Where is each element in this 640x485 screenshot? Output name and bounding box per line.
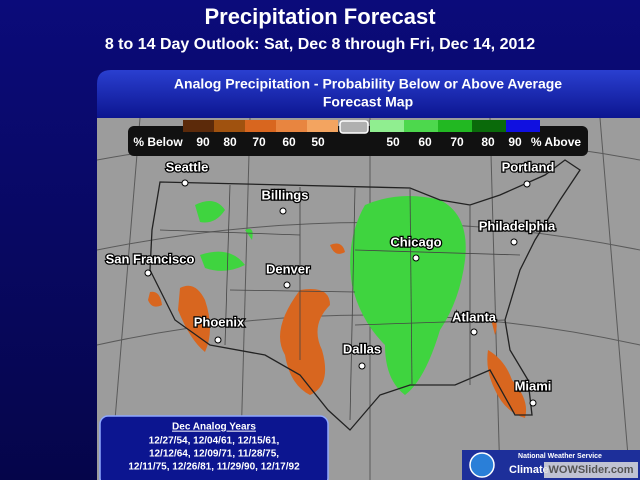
legend-swatches [183, 120, 540, 134]
footer-label: Climate [509, 464, 549, 476]
city-label: Philadelphia [479, 218, 556, 233]
us-outline [149, 159, 581, 431]
watermark-bg [544, 462, 638, 478]
city-label: Denver [266, 261, 310, 276]
city-label: Chicago [390, 234, 441, 249]
state-lines [159, 184, 521, 421]
city-label: Dallas [343, 341, 381, 356]
city-dot [412, 254, 420, 262]
noaa-logo [469, 452, 495, 478]
city-dot [181, 179, 189, 187]
panel-title: Forecast Map [323, 94, 413, 110]
city-dot [214, 336, 222, 344]
legend-tick: 80 [481, 135, 495, 149]
legend-tick: 90 [508, 135, 522, 149]
city-dot [358, 362, 366, 370]
legend-tick: 70 [252, 135, 266, 149]
city-label: Portland [502, 159, 555, 174]
analog-title: Dec Analog Years [172, 422, 256, 433]
watermark: WOWSlider.com [549, 464, 634, 476]
precip-areas [148, 196, 527, 418]
city-label: Billings [262, 187, 309, 202]
footer-agency: National Weather Service [518, 453, 602, 460]
legend-tick: 50 [386, 135, 400, 149]
legend-tick: 90 [196, 135, 210, 149]
city-dot [279, 207, 287, 215]
city-label: Seattle [166, 159, 209, 174]
city-dot [470, 328, 478, 336]
analog-line: 12/27/54, 12/04/61, 12/15/61, [149, 436, 280, 447]
subtitle: 8 to 14 Day Outlook: Sat, Dec 8 through … [105, 36, 535, 53]
legend-tick: 60 [282, 135, 296, 149]
legend-tick: 80 [223, 135, 237, 149]
city-label: Phoenix [194, 314, 245, 329]
city-label: Atlanta [452, 309, 497, 324]
title: Precipitation Forecast [204, 4, 436, 29]
city-dot [523, 180, 531, 188]
panel-title: Analog Precipitation - Probability Below… [174, 76, 562, 92]
city-label: San Francisco [106, 251, 195, 266]
analog-line: 12/11/75, 12/26/81, 11/29/90, 12/17/92 [128, 462, 300, 473]
legend-tick: 60 [418, 135, 432, 149]
city-dot [144, 269, 152, 277]
city-dot [529, 399, 537, 407]
legend-tick: 50 [311, 135, 325, 149]
legend-label: % Above [531, 135, 582, 149]
city-dot [283, 281, 291, 289]
legend-label: % Below [133, 135, 183, 149]
city-label: Miami [515, 378, 552, 393]
analog-box [99, 415, 329, 485]
legend-tick: 70 [450, 135, 464, 149]
cities: Seattle Billings Portland Philadelphia San F… [104, 158, 557, 407]
city-dot [510, 238, 518, 246]
legend-bar [128, 126, 588, 156]
analog-line: 12/12/64, 12/09/71, 11/28/75, [149, 449, 279, 460]
panel-header [97, 70, 640, 118]
